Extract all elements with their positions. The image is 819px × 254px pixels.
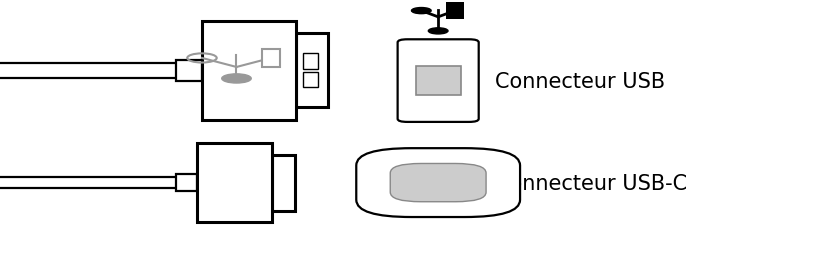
Bar bbox=[262, 50, 280, 68]
Text: Connecteur USB: Connecteur USB bbox=[495, 71, 666, 91]
Bar bbox=[176, 60, 202, 82]
Bar bbox=[416, 67, 461, 96]
Bar bbox=[202, 22, 296, 121]
Bar bbox=[446, 3, 464, 20]
Circle shape bbox=[428, 29, 448, 35]
Bar bbox=[296, 34, 328, 108]
Circle shape bbox=[222, 74, 251, 84]
Bar bbox=[197, 144, 272, 222]
FancyBboxPatch shape bbox=[391, 164, 486, 202]
FancyBboxPatch shape bbox=[398, 40, 478, 122]
Circle shape bbox=[411, 8, 431, 14]
Bar bbox=[176, 175, 197, 191]
Bar bbox=[272, 155, 295, 211]
FancyBboxPatch shape bbox=[356, 149, 520, 217]
Bar bbox=[303, 54, 318, 69]
Text: Connecteur USB-C: Connecteur USB-C bbox=[495, 173, 688, 193]
Bar bbox=[303, 73, 318, 88]
